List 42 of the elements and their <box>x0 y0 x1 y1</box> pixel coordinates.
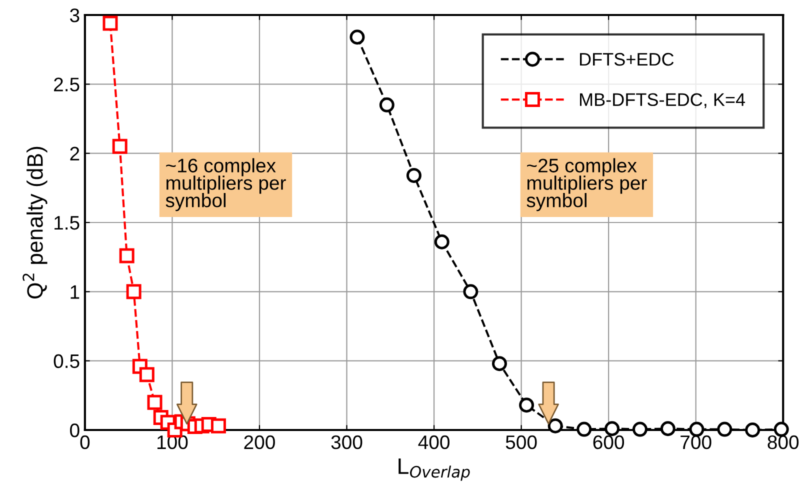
point <box>463 284 478 300</box>
point <box>139 367 154 382</box>
x-tick-label: 800 <box>768 435 799 450</box>
y-tick-label: 1.5 <box>54 216 80 230</box>
point <box>717 422 732 437</box>
point <box>660 421 676 436</box>
point <box>604 421 620 436</box>
y-tick-label: 3 <box>70 8 80 22</box>
y-axis-title: Q$^{2}$ penalty (dB) <box>22 146 48 298</box>
x-tick-label: 200 <box>244 435 275 450</box>
point <box>406 168 422 183</box>
x-tick-label: 500 <box>506 435 537 450</box>
annotation: ~16 complex multipliers per symbol <box>166 158 286 212</box>
x-axis-title: L$_{Overlap}$ <box>398 458 470 481</box>
point <box>576 422 592 437</box>
legend-label: MB-DFTS-EDC, K=4 <box>580 93 746 108</box>
x-tick-label: 600 <box>593 435 624 450</box>
x-tick-label: 700 <box>680 435 712 450</box>
point <box>632 422 648 437</box>
point <box>492 356 507 372</box>
point <box>379 97 394 112</box>
point <box>519 398 534 413</box>
point <box>119 248 134 264</box>
point <box>210 418 226 434</box>
point <box>745 422 760 438</box>
legend-label: DFTS+EDC <box>580 52 674 66</box>
point <box>434 234 450 250</box>
y-tick-label: 1 <box>70 285 80 299</box>
y-tick-label: 2.5 <box>54 78 80 92</box>
x-tick-label: 400 <box>418 435 450 450</box>
y-tick-label: 0.5 <box>54 354 80 368</box>
point <box>548 418 563 434</box>
point <box>102 16 118 31</box>
point <box>112 138 128 154</box>
point <box>126 284 142 300</box>
x-tick-label: 0 <box>80 435 90 450</box>
point <box>350 30 365 45</box>
point <box>147 394 162 410</box>
annotation: ~25 complex multipliers per symbol <box>526 158 647 212</box>
y-tick-label: 0 <box>70 423 80 438</box>
y-tick-label: 2 <box>70 146 80 160</box>
x-tick-label: 300 <box>331 435 362 450</box>
